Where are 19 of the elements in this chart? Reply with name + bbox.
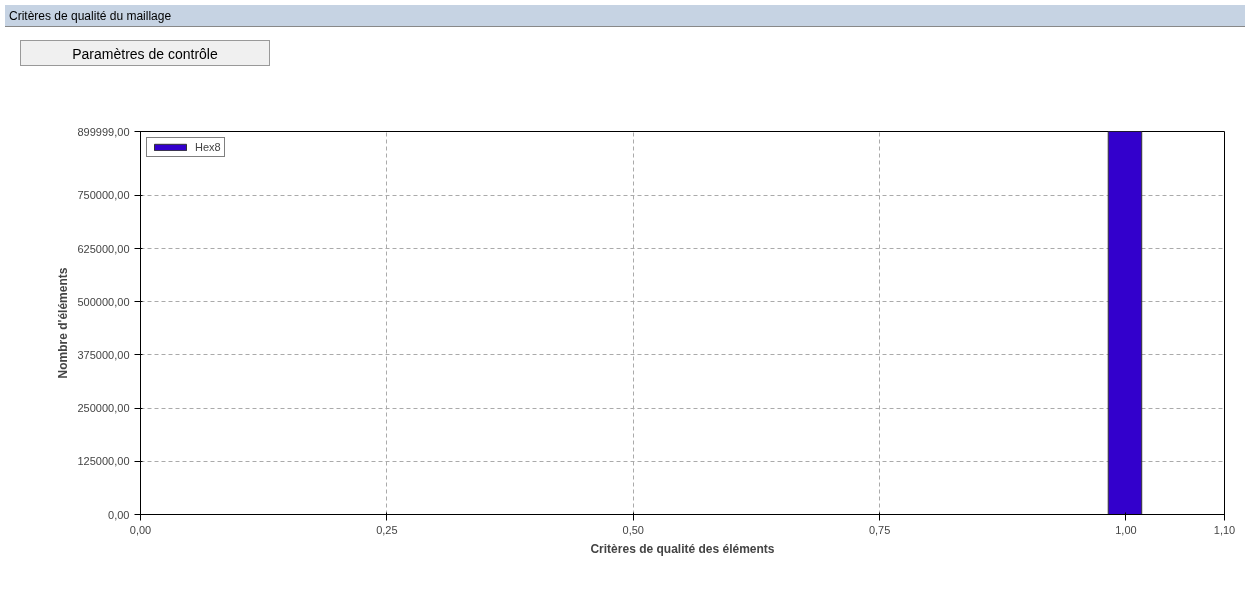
- y-tick-label: 750000,00: [77, 189, 130, 202]
- x-tick-label: 0,25: [376, 523, 398, 536]
- y-tick-label: 375000,00: [77, 348, 130, 361]
- y-tick-label: 250000,00: [77, 402, 130, 415]
- x-tick-label: 1,10: [1213, 523, 1236, 536]
- y-tick-label: 500000,00: [77, 295, 130, 308]
- x-tick-label: 0,75: [868, 523, 891, 536]
- x-axis-title: Critères de qualité des éléments: [590, 541, 775, 556]
- y-tick-label: 625000,00: [77, 242, 130, 255]
- y-tick-label: 125000,00: [77, 455, 130, 468]
- y-axis-title: Nombre d'éléments: [55, 267, 70, 379]
- x-tick-label: 0,00: [129, 523, 152, 536]
- x-tick-label: 1,00: [1115, 523, 1137, 536]
- chart-title: Critères de qualité du maillage: [9, 8, 172, 25]
- x-tick-label: 0,50: [622, 523, 644, 536]
- y-tick-label: 0,00: [108, 508, 130, 521]
- text: Paramètres de contrôle: [72, 45, 218, 64]
- y-tick-label: 899999,00: [77, 125, 130, 138]
- legend-label: Hex8: [195, 141, 221, 153]
